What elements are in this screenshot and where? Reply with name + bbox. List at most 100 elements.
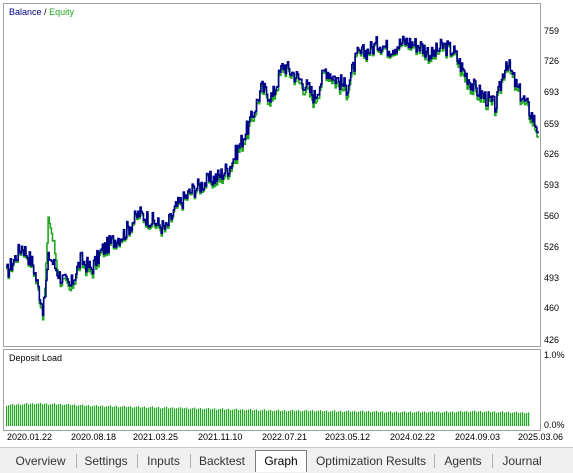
deposit-load-bar [146,408,148,426]
deposit-load-bar [90,406,92,426]
deposit-load-bar [186,407,188,426]
deposit-load-bar [44,403,46,426]
deposit-load-bar [176,408,178,426]
deposit-load-bar [182,408,184,426]
deposit-load-bar [168,408,170,426]
tab-journal[interactable]: Journal [502,454,542,468]
deposit-load-bar [144,406,146,426]
legend-separator: / [44,7,47,17]
deposit-load-bar [374,411,376,426]
deposit-load-bar [334,410,336,426]
deposit-load-bar [376,410,378,426]
deposit-load-bar [312,410,314,426]
deposit-load-bar [226,409,228,426]
load-y-tick-top: 1.0% [544,350,565,360]
deposit-load-bar [458,411,460,426]
deposit-load-bar [162,407,164,426]
deposit-load-bar [526,412,528,426]
chart-legend: Balance / Equity [9,7,74,17]
deposit-load-bar [326,410,328,426]
deposit-load-bar [414,412,416,426]
deposit-load-bar [174,408,176,426]
deposit-load-bar [260,410,262,426]
deposit-load-bar [108,405,110,426]
deposit-load-bar [354,410,356,426]
y-tick-label: 426 [544,335,560,345]
deposit-load-bar [244,410,246,426]
deposit-load-bar [418,411,420,426]
tab-settings[interactable]: Settings [84,454,128,468]
deposit-load-bar [446,411,448,426]
deposit-load-bar [8,405,10,426]
deposit-load-bar [80,405,82,426]
deposit-load-bar [236,408,238,426]
deposit-load-bar [188,409,190,426]
deposit-load-bar [154,407,156,426]
deposit-load-bar [158,406,160,426]
deposit-load-plot [6,402,530,426]
deposit-load-bar [344,411,346,426]
deposit-load-bar [242,409,244,426]
deposit-load-bar [288,410,290,426]
deposit-load-bar [390,411,392,426]
deposit-load-bar [274,410,276,426]
deposit-load-bar [84,406,86,426]
deposit-load-bar [36,403,38,426]
deposit-load-bar [256,409,258,426]
tab-graph[interactable]: Graph [255,450,307,472]
deposit-load-bar [364,411,366,426]
tab-agents[interactable]: Agents [444,454,482,468]
y-tick-label: 726 [544,56,560,67]
tab-separator [137,454,138,468]
deposit-load-bar [156,407,158,426]
x-tick-label: 2025.03.06 [518,432,564,442]
deposit-load-bar [206,408,208,426]
deposit-load-bar [28,404,30,426]
deposit-load-bar [324,411,326,426]
deposit-load-bar [330,411,332,426]
tab-separator [434,454,435,468]
deposit-load-bar [52,403,54,426]
deposit-load-bar [166,406,168,426]
deposit-load-bar [128,406,130,426]
deposit-load-bar [384,412,386,426]
deposit-load-bar [338,411,340,426]
deposit-load-bar [20,405,22,426]
deposit-load-bar [506,412,508,426]
x-tick-label: 2023.05.12 [325,432,371,442]
deposit-load-bar [230,410,232,426]
deposit-load-bar [328,411,330,426]
deposit-load-bar [520,412,522,426]
tab-optimization-results[interactable]: Optimization Results [315,454,427,468]
deposit-load-bar [406,412,408,426]
deposit-load-bar [56,404,58,426]
deposit-load-bar [358,411,360,426]
deposit-load-bar [488,410,490,426]
deposit-load-bar [500,411,502,426]
tab-inputs[interactable]: Inputs [147,454,180,468]
deposit-load-bar [12,403,14,426]
deposit-load-bar [54,403,56,426]
deposit-load-bar [432,411,434,426]
deposit-load-bar [14,405,16,426]
deposit-load-bar [436,412,438,426]
deposit-load-bar [224,409,226,426]
deposit-load-bar [426,412,428,426]
tester-tab-bar: Overview Settings Inputs Backtest Graph … [0,447,573,473]
deposit-load-bar [118,407,120,426]
tab-overview[interactable]: Overview [15,454,66,468]
deposit-load-bar [284,410,286,426]
deposit-load-bar [100,406,102,426]
deposit-load-bar [102,405,104,426]
y-tick-label: 460 [544,303,560,314]
x-tick-label: 2020.08.18 [71,432,117,442]
deposit-load-bar [134,407,136,426]
tab-backtest[interactable]: Backtest [198,454,246,468]
deposit-load-bar [78,405,80,426]
deposit-load-bar [470,411,472,426]
deposit-load-bar [370,412,372,426]
deposit-load-bar [180,407,182,426]
deposit-load-bar [68,403,70,426]
deposit-load-bar [462,412,464,426]
deposit-load-bar [148,407,150,426]
